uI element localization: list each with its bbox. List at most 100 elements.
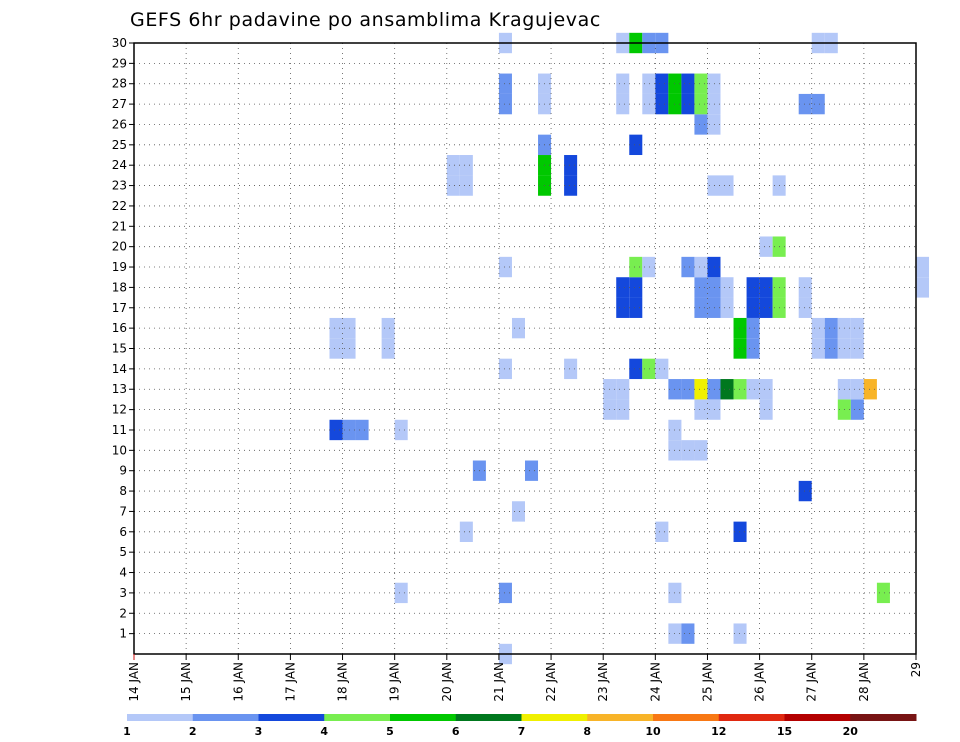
y-tick-label: 27 — [112, 97, 127, 111]
legend-label: 20 — [843, 725, 859, 738]
y-tick-label: 23 — [112, 179, 127, 193]
x-tick-label: 20 JAN — [440, 662, 454, 702]
heatmap-cell — [824, 338, 838, 359]
heatmap-cell — [746, 297, 760, 318]
heatmap-cell — [525, 460, 539, 481]
heatmap-cell — [681, 93, 695, 115]
heatmap-cell — [707, 114, 721, 135]
heatmap-cell — [629, 358, 643, 380]
y-tick-label: 3 — [119, 586, 127, 600]
heatmap-cell — [707, 256, 721, 278]
heatmap-cell — [629, 134, 643, 156]
x-tick-label: 27 JAN — [805, 662, 819, 702]
heatmap-cell — [681, 73, 695, 94]
heatmap-cell — [694, 440, 708, 461]
legend-swatch — [455, 714, 522, 721]
y-tick-label: 2 — [119, 606, 127, 620]
grid-lines — [134, 42, 916, 654]
y-tick-label: 13 — [112, 382, 127, 396]
heatmap-cell — [642, 93, 656, 115]
heatmap-cell — [733, 623, 747, 644]
heatmap-cell — [511, 501, 525, 522]
heatmap-cell — [329, 317, 343, 339]
heatmap-cell — [707, 93, 721, 115]
legend-label: 10 — [645, 725, 661, 738]
heatmap-cell — [694, 399, 708, 420]
y-tick-label: 20 — [112, 240, 127, 254]
heatmap-cell — [720, 379, 734, 400]
y-tick-label: 16 — [112, 321, 127, 335]
heatmap-cell — [564, 155, 578, 176]
heatmap-cell — [811, 317, 825, 339]
heatmap-cell — [681, 256, 695, 278]
heatmap-cell — [655, 358, 669, 380]
heatmap-cell — [629, 277, 643, 298]
legend-swatch — [127, 714, 194, 721]
y-tick-label: 10 — [112, 443, 127, 457]
legend-label: 3 — [255, 725, 263, 738]
x-tick-label: 21 JAN — [492, 662, 506, 702]
legend-swatch — [587, 714, 654, 721]
heatmap-cell — [707, 399, 721, 420]
heatmap-cell — [564, 175, 578, 196]
legend-swatch — [850, 714, 917, 721]
legend-label: 12 — [711, 725, 726, 738]
heatmap-cell — [720, 175, 734, 196]
color-legend: 1 2 3 4 5 6 7 8 10 12 15 20 — [123, 714, 917, 738]
x-tick-label: 29 — [909, 662, 923, 677]
heatmap-cell — [759, 297, 773, 318]
heatmap-cell — [720, 277, 734, 298]
heatmap-cell — [916, 256, 930, 278]
legend-label: 7 — [518, 725, 526, 738]
heatmap-cell — [446, 175, 460, 196]
heatmap-cell — [629, 297, 643, 318]
legend-swatch — [192, 714, 259, 721]
heatmap-cell — [329, 419, 343, 441]
y-tick-label: 29 — [112, 56, 127, 70]
x-tick-label: 14 JAN — [127, 662, 141, 702]
heatmap-cells — [329, 32, 930, 665]
heatmap-cell — [355, 419, 369, 441]
legend-swatch — [521, 714, 588, 721]
heatmap-cell — [707, 297, 721, 318]
heatmap-cell — [498, 73, 512, 94]
heatmap-cell — [655, 93, 669, 115]
heatmap-cell — [720, 297, 734, 318]
heatmap-cell — [642, 358, 656, 380]
legend-label: 8 — [583, 725, 591, 738]
y-tick-label: 15 — [112, 342, 127, 356]
heatmap-cell — [498, 256, 512, 278]
heatmap-cell — [459, 175, 473, 196]
y-tick-label: 5 — [119, 545, 127, 559]
y-tick-label: 11 — [112, 423, 127, 437]
heatmap-cell — [798, 480, 812, 502]
legend-label: 15 — [777, 725, 792, 738]
y-tick-label: 18 — [112, 280, 127, 294]
legend-swatch — [718, 714, 785, 721]
heatmap-cell — [694, 277, 708, 298]
heatmap-cell — [694, 114, 708, 135]
x-tick-label: 25 JAN — [700, 662, 714, 702]
heatmap-cell — [746, 379, 760, 400]
heatmap-cell — [446, 155, 460, 176]
legend-label: 5 — [386, 725, 394, 738]
heatmap-cell — [694, 73, 708, 94]
heatmap-cell — [498, 582, 512, 604]
heatmap-cell — [381, 317, 395, 339]
heatmap-cell — [707, 379, 721, 400]
heatmap-cell — [329, 338, 343, 359]
heatmap-cell — [616, 93, 630, 115]
x-tick-label: 15 JAN — [179, 662, 193, 702]
heatmap-cell — [824, 317, 838, 339]
heatmap-cell — [759, 277, 773, 298]
heatmap-cell — [616, 73, 630, 94]
heatmap-cell — [876, 582, 890, 604]
legend-label: 1 — [123, 725, 131, 738]
legend-swatch — [258, 714, 325, 721]
heatmap-cell — [498, 93, 512, 115]
heatmap-cell — [798, 93, 812, 115]
y-tick-label: 30 — [112, 36, 127, 50]
heatmap-cell — [759, 236, 773, 257]
y-tick-label: 4 — [119, 566, 127, 580]
heatmap-cell — [733, 379, 747, 400]
